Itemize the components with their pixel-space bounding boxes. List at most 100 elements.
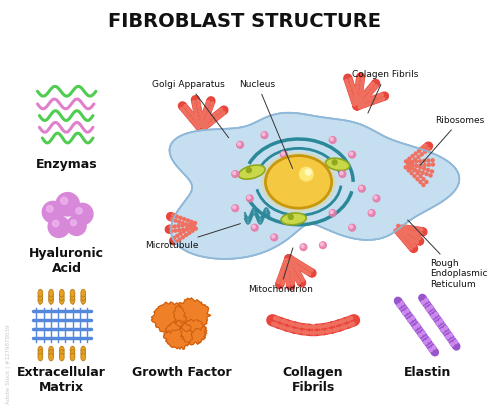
Polygon shape	[174, 298, 210, 332]
Circle shape	[411, 163, 414, 166]
Circle shape	[400, 301, 404, 305]
Polygon shape	[353, 76, 364, 106]
Ellipse shape	[266, 156, 332, 208]
Circle shape	[430, 305, 433, 309]
Polygon shape	[395, 299, 438, 354]
Circle shape	[372, 80, 380, 87]
Circle shape	[392, 224, 400, 231]
Ellipse shape	[70, 296, 75, 304]
Circle shape	[408, 237, 412, 240]
Circle shape	[340, 326, 344, 329]
Circle shape	[286, 279, 290, 282]
Circle shape	[216, 111, 219, 114]
Circle shape	[416, 172, 419, 175]
Circle shape	[300, 324, 302, 327]
Circle shape	[184, 234, 188, 236]
Ellipse shape	[38, 350, 43, 357]
Circle shape	[192, 114, 195, 117]
Circle shape	[304, 271, 308, 274]
Circle shape	[197, 124, 205, 132]
Circle shape	[314, 325, 316, 329]
Circle shape	[358, 98, 361, 101]
Circle shape	[353, 102, 361, 110]
Circle shape	[404, 230, 407, 233]
Circle shape	[296, 269, 298, 271]
Circle shape	[288, 264, 291, 266]
Circle shape	[197, 124, 205, 132]
Circle shape	[46, 206, 53, 212]
Circle shape	[288, 260, 291, 263]
Circle shape	[350, 225, 352, 228]
Circle shape	[358, 103, 361, 106]
Circle shape	[292, 271, 295, 274]
Circle shape	[289, 322, 300, 333]
Circle shape	[424, 341, 427, 344]
Circle shape	[372, 82, 374, 85]
Circle shape	[346, 318, 349, 321]
Circle shape	[216, 117, 218, 120]
Circle shape	[400, 229, 403, 232]
Circle shape	[326, 330, 328, 333]
Circle shape	[179, 232, 182, 235]
Text: Enzymas: Enzymas	[36, 158, 98, 171]
Circle shape	[410, 241, 413, 244]
Circle shape	[426, 168, 430, 171]
Circle shape	[326, 322, 337, 333]
Ellipse shape	[38, 289, 43, 297]
Circle shape	[290, 275, 294, 278]
Circle shape	[412, 227, 415, 230]
Circle shape	[374, 196, 377, 199]
Circle shape	[300, 275, 302, 278]
Circle shape	[212, 119, 216, 122]
Polygon shape	[302, 324, 310, 335]
Ellipse shape	[81, 353, 86, 361]
Circle shape	[421, 147, 424, 150]
Circle shape	[178, 229, 180, 231]
Circle shape	[312, 324, 322, 335]
Polygon shape	[276, 258, 292, 286]
Circle shape	[297, 261, 300, 264]
Circle shape	[348, 224, 356, 231]
Circle shape	[291, 283, 294, 286]
Circle shape	[422, 181, 430, 189]
Circle shape	[261, 132, 268, 138]
Circle shape	[342, 319, 345, 322]
Circle shape	[246, 168, 252, 173]
Circle shape	[350, 152, 352, 155]
Circle shape	[372, 88, 375, 91]
Circle shape	[314, 332, 316, 334]
Circle shape	[348, 315, 360, 326]
Circle shape	[402, 233, 405, 236]
Circle shape	[357, 73, 364, 81]
Ellipse shape	[81, 289, 86, 297]
Circle shape	[330, 211, 333, 214]
Circle shape	[232, 171, 238, 178]
Polygon shape	[310, 324, 317, 335]
Circle shape	[369, 211, 372, 214]
Circle shape	[304, 324, 315, 335]
Polygon shape	[403, 161, 429, 188]
Polygon shape	[168, 222, 197, 233]
Circle shape	[210, 106, 212, 109]
Circle shape	[296, 324, 308, 334]
Circle shape	[282, 320, 292, 331]
Circle shape	[350, 82, 354, 85]
Circle shape	[192, 222, 196, 225]
Circle shape	[404, 160, 407, 163]
Circle shape	[402, 161, 409, 168]
Circle shape	[196, 117, 198, 120]
Circle shape	[286, 327, 290, 330]
Circle shape	[366, 88, 369, 91]
Circle shape	[192, 226, 195, 229]
Circle shape	[328, 324, 331, 327]
Circle shape	[411, 155, 414, 158]
Circle shape	[206, 118, 210, 121]
Circle shape	[412, 244, 416, 247]
Circle shape	[192, 222, 200, 230]
Ellipse shape	[38, 353, 43, 361]
Circle shape	[285, 321, 288, 324]
Circle shape	[198, 104, 200, 107]
Circle shape	[285, 255, 292, 263]
Circle shape	[182, 236, 184, 239]
Circle shape	[274, 317, 276, 319]
